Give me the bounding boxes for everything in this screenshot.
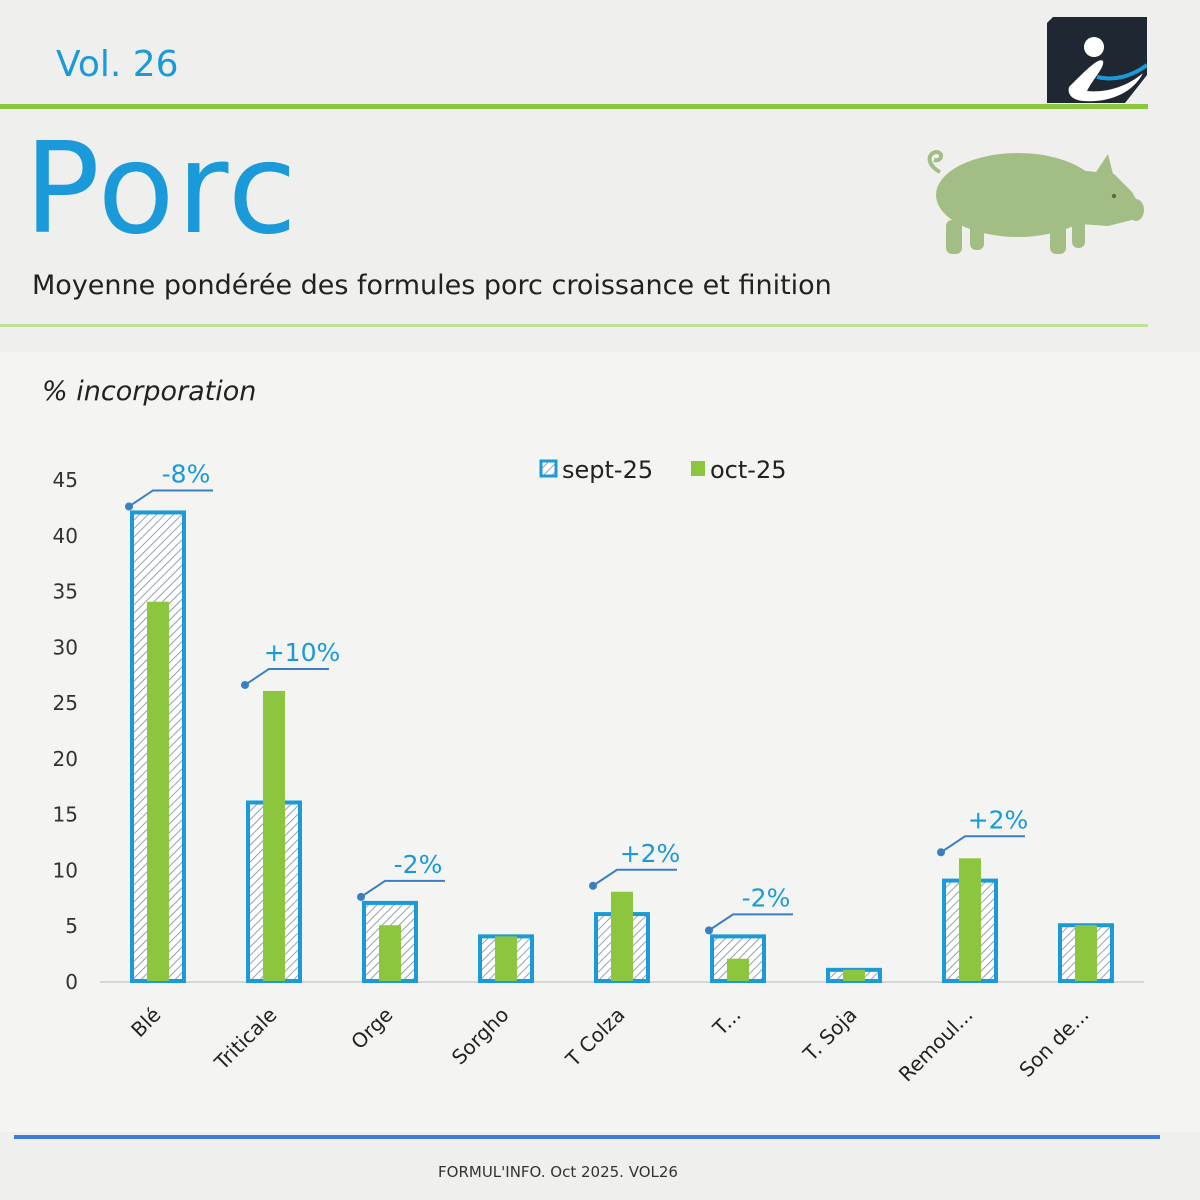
footer-text: FORMUL'INFO. Oct 2025. VOL26	[438, 1163, 678, 1181]
legend-swatch-sept-25	[539, 459, 558, 478]
page-title: Porc	[24, 115, 299, 262]
header-rule	[0, 104, 1148, 109]
y-tick-label: 0	[65, 970, 78, 994]
y-tick-label: 45	[53, 468, 78, 492]
x-tick-label: Son de...	[1014, 1003, 1093, 1082]
y-tick-label: 20	[53, 747, 78, 771]
legend-label-sept-25: sept-25	[562, 456, 653, 484]
x-tick-label: Remoul...	[894, 1003, 978, 1087]
annotation-label: +2%	[968, 805, 1029, 834]
bar-oct-25	[727, 958, 749, 981]
bar-oct-25	[959, 858, 981, 981]
bar-oct-25	[263, 690, 285, 981]
brand-logo-icon	[1047, 17, 1147, 103]
subtitle: Moyenne pondérée des formules porc crois…	[32, 270, 832, 301]
pig-icon	[927, 149, 1144, 254]
annotation-label: +2%	[620, 839, 681, 868]
legend-swatch-oct-25	[691, 461, 705, 476]
bar-oct-25	[379, 925, 401, 981]
annotation-dot	[125, 502, 133, 511]
legend-label-oct-25: oct-25	[710, 456, 787, 484]
annotation-leader	[128, 489, 213, 508]
annotation-leader	[708, 913, 793, 932]
annotation-dot	[589, 881, 597, 890]
annotation-dot	[357, 892, 365, 901]
x-tick-label: T Colza	[560, 1003, 629, 1072]
y-tick-label: 15	[53, 803, 78, 827]
bar-oct-25	[147, 601, 169, 981]
y-tick-label: 40	[53, 524, 78, 548]
y-tick-label: 10	[53, 858, 78, 882]
annotation-leader	[592, 868, 677, 887]
annotation-dot	[937, 848, 945, 857]
annotation-label: -2%	[394, 850, 443, 879]
y-tick-label: 25	[53, 691, 78, 715]
y-axis-label: % incorporation	[42, 376, 257, 407]
annotation-leader	[244, 667, 329, 686]
annotation-label: -8%	[162, 459, 211, 488]
y-tick-label: 5	[65, 914, 78, 938]
y-tick-label: 30	[53, 635, 78, 659]
annotation-leader	[940, 835, 1025, 854]
chart-panel	[0, 352, 1200, 1132]
subtitle-rule	[0, 324, 1148, 327]
x-tick-label: Blé	[126, 1003, 165, 1042]
bar-oct-25	[495, 936, 517, 981]
volume-label: Vol. 26	[56, 44, 179, 85]
bar-oct-25	[611, 891, 633, 981]
y-tick-label: 35	[53, 580, 78, 604]
annotation-dot	[705, 926, 713, 935]
x-tick-label: Orge	[346, 1003, 397, 1054]
x-tick-label: Sorgho	[447, 1003, 514, 1070]
footer-rule	[14, 1135, 1160, 1139]
annotation-label: -2%	[742, 883, 791, 912]
annotation-label: +10%	[264, 638, 341, 667]
x-tick-label: Triticale	[209, 1003, 282, 1076]
bar-oct-25	[843, 969, 865, 981]
annotation-dot	[241, 680, 249, 689]
annotation-leader	[360, 879, 445, 898]
x-tick-label: T...	[707, 1003, 745, 1041]
bar-oct-25	[1075, 925, 1097, 981]
x-tick-label: T. Soja	[798, 1003, 862, 1067]
